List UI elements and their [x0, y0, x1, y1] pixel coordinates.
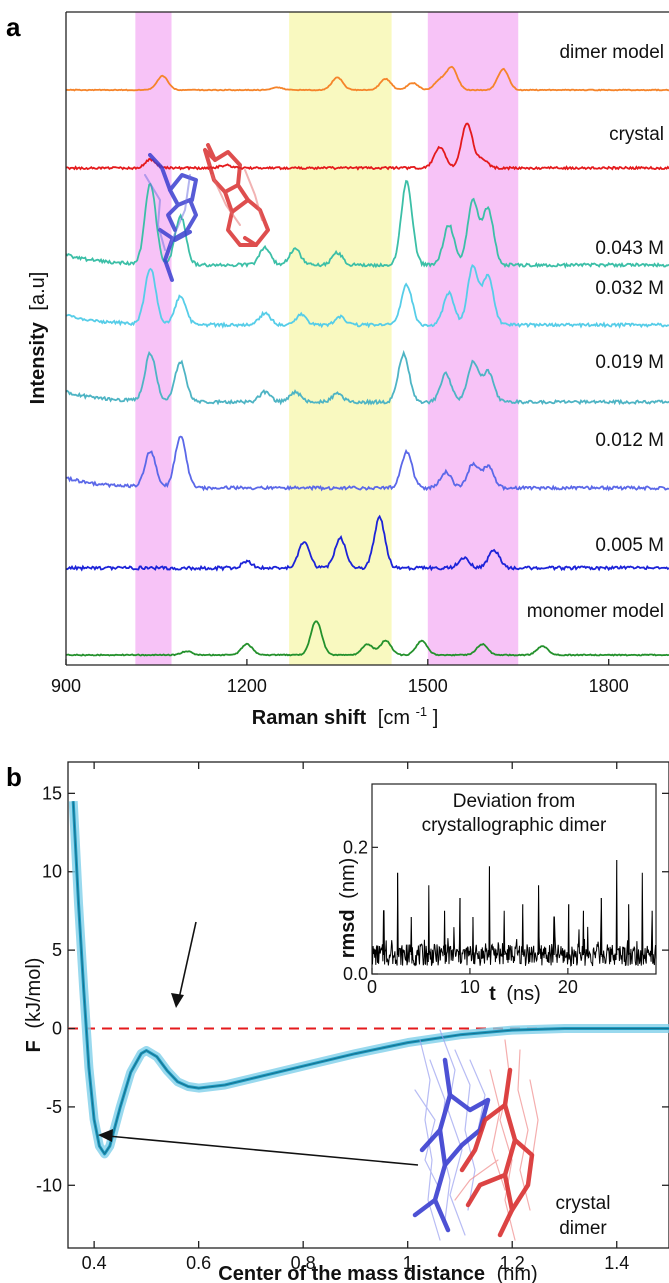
- inset-ticks: 0 10 20 0.0 0.2: [343, 837, 578, 997]
- panel-b-ytick-label-4: -5: [46, 1097, 62, 1117]
- panel-a-ylabel-text: Intensity: [27, 321, 49, 404]
- inset-xtick-label-0: 0: [367, 977, 377, 997]
- panel-b-ytick-label-2: 5: [52, 940, 62, 960]
- panel-a-xtick-label-0: 900: [51, 676, 81, 696]
- panel-b-frame: [67, 761, 669, 1249]
- panel-b-ytick-label-5: -10: [36, 1175, 62, 1195]
- panel-a-x-ticks: 900 1200 1500 1800: [51, 659, 629, 696]
- panel-a-highlight-bands: [135, 12, 519, 665]
- panel-a-xtick-label-1: 1200: [227, 676, 267, 696]
- inset-ytick-label-1: 0.2: [343, 837, 368, 857]
- svg-text:F (kJ/mol): F (kJ/mol): [23, 958, 45, 1053]
- panel-b-xtick-label-1: 0.6: [186, 1253, 211, 1273]
- spectrum-line-3: [65, 263, 669, 329]
- inset-rmsd-line: [371, 859, 657, 967]
- panel-a-xlabel-unit-close: ]: [433, 707, 439, 729]
- panel-a-series-labels: dimer model crystal 0.043 M 0.032 M 0.019 M 0…: [527, 42, 664, 622]
- crystal-dimer-label-line1: crystal: [556, 1193, 611, 1214]
- inset-title-line1: Deviation from: [453, 791, 576, 812]
- panel-b-xlabel-unit: (nm): [497, 1263, 538, 1283]
- panel-a-xlabel-text: Raman shift: [252, 707, 367, 729]
- arrow-head-lower: [98, 1129, 113, 1142]
- panel-b-ytick-label-1: 10: [42, 862, 62, 882]
- panel-b-xlabel-text: Center of the mass distance: [218, 1263, 485, 1283]
- annotation-arrows: [98, 921, 419, 1166]
- svg-text:rmsd (nm): rmsd (nm): [337, 858, 359, 959]
- inset-xlabel-text: t: [489, 983, 496, 1005]
- panel-b-xtick-label-0: 0.4: [82, 1253, 107, 1273]
- panel-a-xtick-label-2: 1500: [408, 676, 448, 696]
- panel-b-ylabel-unit: (kJ/mol): [23, 958, 45, 1029]
- panel-b-xtick-label-2: 0.8: [291, 1253, 316, 1273]
- dimer-structure-upper-illustration: [144, 143, 270, 282]
- panel-a-xlabel-unit-sup: -1: [416, 704, 428, 719]
- dimer-structure-crystal-illustration: [412, 1029, 539, 1241]
- inset-title-line2: crystallographic dimer: [422, 815, 607, 836]
- panel-b-xtick-label-5: 1.4: [604, 1253, 629, 1273]
- spectrum-label-7: monomer model: [527, 601, 664, 622]
- inset-frame: [371, 783, 657, 975]
- inset-y-label: rmsd (nm): [337, 858, 359, 959]
- spectrum-label-6: 0.005 M: [595, 535, 664, 556]
- spectrum-label-2: 0.043 M: [595, 238, 664, 259]
- highlight-band-1: [289, 12, 392, 665]
- panel-b-letter: b: [6, 762, 22, 792]
- spectrum-label-1: crystal: [609, 124, 664, 145]
- highlight-band-2: [427, 12, 519, 665]
- spectrum-line-6: [65, 514, 669, 572]
- panel-a-xlabel-unit-base: [cm: [378, 707, 410, 729]
- inset-ylabel-unit: (nm): [337, 858, 359, 899]
- crystal-dimer-label-line2: dimer: [559, 1218, 607, 1239]
- spectrum-label-5: 0.012 M: [595, 430, 664, 451]
- panel-b-xtick-label-4: 1.2: [500, 1253, 525, 1273]
- spectrum-line-7: [65, 620, 669, 657]
- inset-xtick-label-2: 20: [558, 977, 578, 997]
- panel-a-x-label: Raman shift [cm -1 ]: [252, 699, 439, 729]
- panel-a-letter: a: [6, 12, 21, 42]
- panel-b-x-label: Center of the mass distance (nm): [218, 1263, 537, 1283]
- spectrum-label-3: 0.032 M: [595, 278, 664, 299]
- inset-ylabel-text: rmsd: [337, 909, 359, 958]
- spectrum-line-4: [65, 349, 669, 406]
- panel-b-xtick-label-3: 1: [403, 1253, 413, 1273]
- panel-b-ticks: 0.4 0.6 0.8 1 1.2 1.4 15 10 5 0 -5 -10: [36, 762, 669, 1273]
- panel-b-ytick-label-0: 15: [42, 783, 62, 803]
- panel-b-y-label: F (kJ/mol): [23, 958, 45, 1053]
- inset-xlabel-unit: (ns): [506, 983, 540, 1005]
- spectrum-line-0: [65, 65, 669, 92]
- panel-a-ylabel-unit: [a.u]: [27, 272, 49, 311]
- inset-xtick-label-1: 10: [460, 977, 480, 997]
- panel-b-ylabel-text: F: [23, 1040, 45, 1052]
- inset-rmsd-trace: [371, 859, 657, 967]
- spectrum-line-5: [65, 435, 669, 492]
- panel-b-ytick-label-3: 0: [52, 1019, 62, 1039]
- highlight-band-0: [135, 12, 172, 665]
- spectrum-label-4: 0.019 M: [595, 352, 664, 373]
- panel-a-y-label: Intensity [a.u]: [27, 272, 49, 405]
- inset-x-label: t (ns): [489, 983, 541, 1005]
- spectrum-line-1: [65, 122, 669, 171]
- arrow-head-upper: [171, 993, 184, 1008]
- panel-a-xtick-label-3: 1800: [589, 676, 629, 696]
- spectrum-label-0: dimer model: [559, 42, 664, 63]
- inset-ytick-label-0: 0.0: [343, 964, 368, 984]
- svg-text:Intensity [a.u]: Intensity [a.u]: [27, 272, 49, 405]
